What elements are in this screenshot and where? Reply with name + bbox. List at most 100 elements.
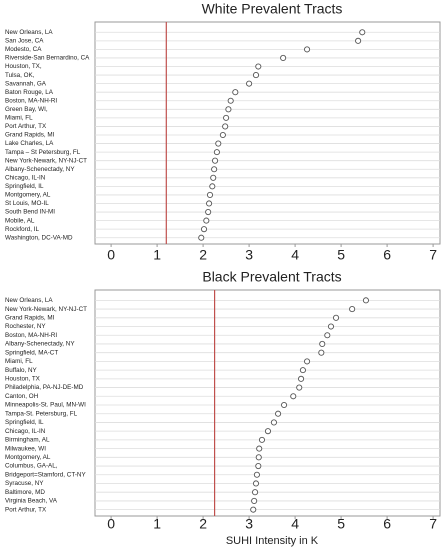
dot <box>227 97 234 104</box>
category-label: Riverside-San Bernardino, CA <box>5 55 90 62</box>
category-label: New York-Newark, NY-NJ-CT <box>5 157 87 164</box>
category-label: Mobile, AL <box>5 217 35 224</box>
x-tick-label: 1 <box>153 516 161 532</box>
category-label: Bridgeport=Stamford, CT-NY <box>5 471 86 478</box>
x-tick-label: 4 <box>291 247 299 263</box>
dot <box>253 471 260 478</box>
panel-title: White Prevalent Tracts <box>202 1 343 17</box>
dot <box>318 349 325 356</box>
dot <box>290 393 297 400</box>
category-label: Birmingham, AL <box>5 437 50 444</box>
category-label: Albany-Schenectady, NY <box>5 341 75 348</box>
category-label: Tulsa, OK, <box>5 72 35 79</box>
dot <box>200 226 208 233</box>
category-label: Grand Rapids, MI <box>5 132 55 139</box>
dot <box>251 497 258 504</box>
x-tick-label: 6 <box>383 247 391 263</box>
x-tick-label: 5 <box>337 247 345 263</box>
x-tick-label: 2 <box>199 516 207 532</box>
dot <box>296 384 303 391</box>
category-label: Boston, MA-NH-RI <box>5 97 57 104</box>
dot <box>210 174 217 181</box>
x-tick-label: 7 <box>429 247 437 263</box>
dot <box>298 375 305 382</box>
category-label: Lake Charles, LA <box>5 140 54 147</box>
dot <box>215 140 222 147</box>
category-label: New Orleans, LA <box>5 29 53 36</box>
x-tick-label: 4 <box>291 516 299 532</box>
category-label: Rockford, IL <box>5 226 39 233</box>
category-label: Miami, FL <box>5 115 33 122</box>
category-label: New Orleans, LA <box>5 297 53 304</box>
category-label: Port Arthur, TX <box>5 506 47 513</box>
dot <box>198 234 205 241</box>
x-tick-label: 2 <box>199 247 207 263</box>
dot <box>264 428 272 435</box>
dot <box>250 506 257 513</box>
category-label: Springfield, IL <box>5 419 44 426</box>
dot <box>252 72 260 79</box>
category-label: Miami, FL <box>5 358 33 365</box>
category-label: Port Arthur, TX <box>5 123 47 130</box>
category-label: Houston, TX <box>5 376 41 383</box>
dot <box>203 217 210 224</box>
dot <box>304 358 311 365</box>
dot <box>319 340 326 348</box>
category-label: Minneapolis-St. Paul, MN-WI <box>5 402 86 409</box>
category-label: Chicago, IL-IN <box>5 428 46 435</box>
x-tick-label: 3 <box>245 247 253 263</box>
category-label: Tampa – St Petersburg, FL <box>5 149 81 156</box>
x-tick-label: 0 <box>107 516 115 532</box>
dot <box>223 114 230 121</box>
category-label: Philadelphia, PA-NJ-DE-MD <box>5 384 84 391</box>
dot <box>270 419 277 426</box>
category-label: Montgomery, AL <box>5 454 51 461</box>
dot <box>222 123 229 130</box>
dot <box>299 367 306 374</box>
category-label: Green Bay, WI, <box>5 106 48 113</box>
category-label: Montgomery, AL <box>5 192 51 199</box>
dot <box>219 131 226 139</box>
dot <box>213 149 220 156</box>
x-tick-label: 5 <box>337 516 345 532</box>
dot <box>206 200 213 207</box>
dot <box>246 80 253 87</box>
category-label: New York-Newark, NY-NJ-CT <box>5 306 87 313</box>
x-tick-label: 7 <box>429 516 437 532</box>
dot <box>225 106 232 113</box>
plot-area <box>94 289 441 517</box>
category-label: Albany-Schenectady, NY <box>5 166 75 173</box>
dot <box>206 191 214 198</box>
category-label: Tampa-St. Petersburg, FL <box>5 410 78 417</box>
category-label: Savannah, GA <box>5 80 47 87</box>
dot <box>258 436 266 443</box>
dot <box>209 183 216 190</box>
dot <box>212 157 219 164</box>
category-label: South Bend IN-MI <box>5 209 55 216</box>
dot <box>252 489 259 496</box>
x-axis-label: SUHI Intensity in K <box>226 535 319 547</box>
category-label: Springfield, MA-CT <box>5 349 58 356</box>
category-label: Chicago, IL-IN <box>5 174 46 181</box>
category-label: Baltimore, MD <box>5 489 45 496</box>
category-label: Washington, DC-VA-MD <box>5 234 73 241</box>
category-label: Boston, MA-NH-RI <box>5 332 57 339</box>
x-tick-label: 1 <box>153 247 161 263</box>
x-tick-label: 3 <box>245 516 253 532</box>
category-label: Virginia Beach, VA <box>5 498 58 505</box>
category-label: Columbus, GA-AL, <box>5 463 58 470</box>
dot <box>362 297 369 304</box>
category-label: Milwaukee, WI <box>5 445 46 452</box>
dot <box>232 89 239 96</box>
category-label: Buffalo, NY <box>5 367 38 374</box>
dot <box>256 445 263 452</box>
dot <box>252 480 260 487</box>
dot <box>304 46 311 53</box>
dot <box>327 323 335 330</box>
dot <box>280 54 287 62</box>
x-tick-label: 6 <box>383 516 391 532</box>
dot <box>255 63 262 70</box>
category-label: St Louis, MO-IL <box>5 200 49 207</box>
dot <box>324 332 331 339</box>
